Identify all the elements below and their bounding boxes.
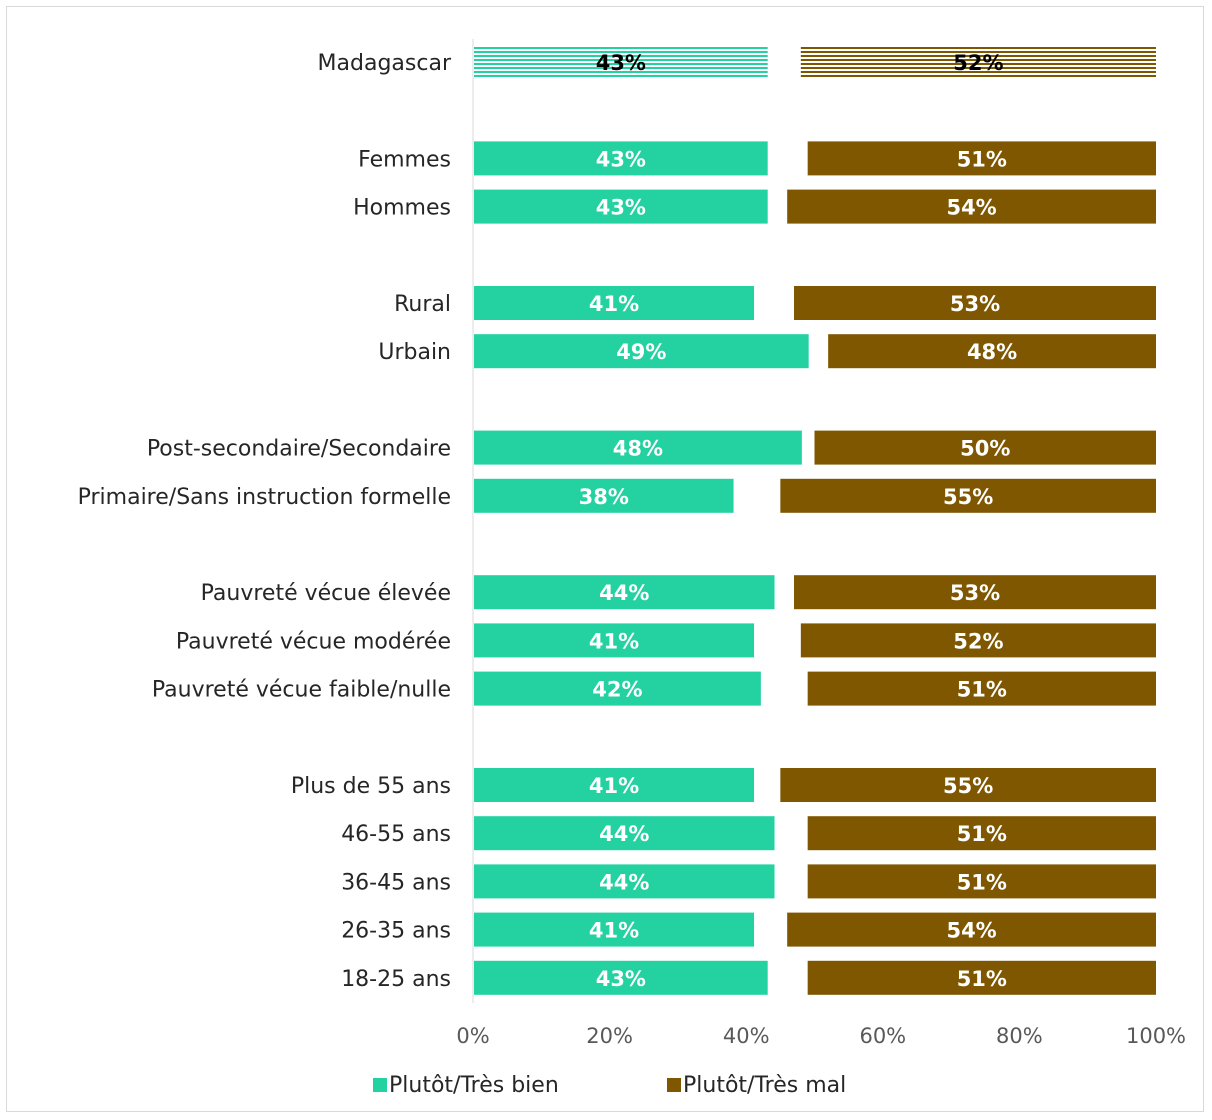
bar-bien-pauvrete-vecue-faible-nulle xyxy=(474,671,761,706)
bar-mal-36-45-ans xyxy=(807,864,1156,899)
bar-mal-femmes xyxy=(807,141,1156,176)
diverging-bar-chart: 43% 52% 43% 51% 43% 54% 41% 53% 49% 48% 48% 50% 38% 5… xyxy=(78,39,1186,1098)
bar-bien-pauvrete-vecue-moderee xyxy=(474,623,755,658)
bar-mal-pauvrete-vecue-faible-nulle xyxy=(807,671,1156,706)
x-tick-label: 0% xyxy=(456,1024,489,1048)
value-label-bien-pauvrete-vecue-elevee: 44% xyxy=(599,581,649,605)
x-axis-ticks: 0% 20% 40% 60% 80% 100% xyxy=(456,1024,1186,1048)
value-label-mal-urbain: 48% xyxy=(967,340,1017,364)
x-tick-label: 80% xyxy=(996,1024,1043,1048)
bar-bien-18-25-ans xyxy=(474,960,768,995)
bar-bien-rural xyxy=(474,286,755,320)
bar-bien-madagascar xyxy=(474,45,768,79)
value-label-mal-post-secondaire-secondaire: 50% xyxy=(960,437,1010,461)
legend-swatch-mal xyxy=(667,1078,681,1092)
category-label-femmes: Femmes xyxy=(358,147,451,172)
legend-swatch-bien xyxy=(373,1078,387,1092)
value-label-bien-plus-de-55-ans: 41% xyxy=(589,774,639,798)
value-label-bien-hommes: 43% xyxy=(596,196,646,220)
category-label-madagascar: Madagascar xyxy=(318,51,452,76)
category-label-primaire-sans-instruction-formelle: Primaire/Sans instruction formelle xyxy=(78,485,451,510)
category-label-pauvrete-vecue-moderee: Pauvreté vécue modérée xyxy=(176,629,451,654)
category-label-post-secondaire-secondaire: Post-secondaire/Secondaire xyxy=(147,437,451,462)
value-label-mal-pauvrete-vecue-elevee: 53% xyxy=(950,581,1000,605)
bar-mal-pauvrete-vecue-elevee xyxy=(794,575,1156,610)
bar-bien-46-55-ans xyxy=(474,816,775,851)
bar-bien-pauvrete-vecue-elevee xyxy=(474,575,775,610)
bar-mal-madagascar xyxy=(800,45,1156,79)
bar-bien-36-45-ans xyxy=(474,864,775,899)
value-label-bien-26-35-ans: 41% xyxy=(589,919,639,943)
bar-mal-pauvrete-vecue-moderee xyxy=(800,623,1156,658)
value-label-bien-femmes: 43% xyxy=(596,147,646,171)
value-label-bien-urbain: 49% xyxy=(616,340,666,364)
bar-bien-primaire-sans-instruction-formelle xyxy=(474,478,734,513)
value-label-mal-26-35-ans: 54% xyxy=(946,919,996,943)
bar-mal-post-secondaire-secondaire xyxy=(814,430,1156,465)
bar-mal-46-55-ans xyxy=(807,816,1156,851)
category-label-pauvrete-vecue-faible-nulle: Pauvreté vécue faible/nulle xyxy=(152,678,451,703)
value-label-mal-madagascar: 52% xyxy=(953,51,1003,75)
bar-mal-plus-de-55-ans xyxy=(780,768,1156,802)
bar-mal-18-25-ans xyxy=(807,960,1156,995)
value-label-bien-post-secondaire-secondaire: 48% xyxy=(613,437,663,461)
legend-label-bien: Plutôt/Très bien xyxy=(389,1073,559,1098)
category-label-46-55-ans: 46-55 ans xyxy=(341,822,451,847)
bar-bien-hommes xyxy=(474,189,768,224)
category-label-36-45-ans: 36-45 ans xyxy=(341,870,451,895)
category-label-plus-de-55-ans: Plus de 55 ans xyxy=(291,774,451,799)
category-label-urbain: Urbain xyxy=(378,340,451,365)
x-tick-label: 60% xyxy=(859,1024,906,1048)
value-label-mal-femmes: 51% xyxy=(957,147,1007,171)
category-label-pauvrete-vecue-elevee: Pauvreté vécue élevée xyxy=(201,581,451,606)
value-label-mal-46-55-ans: 51% xyxy=(957,822,1007,846)
value-label-mal-rural: 53% xyxy=(950,292,1000,316)
value-label-bien-46-55-ans: 44% xyxy=(599,822,649,846)
value-label-mal-primaire-sans-instruction-formelle: 55% xyxy=(943,485,993,509)
value-label-mal-plus-de-55-ans: 55% xyxy=(943,774,993,798)
value-label-mal-hommes: 54% xyxy=(946,196,996,220)
bar-bien-urbain xyxy=(474,334,809,369)
chart-frame: 43% 52% 43% 51% 43% 54% 41% 53% 49% 48% 48% 50% 38% 5… xyxy=(6,6,1204,1112)
value-label-mal-pauvrete-vecue-moderee: 52% xyxy=(953,629,1003,653)
value-label-bien-18-25-ans: 43% xyxy=(596,967,646,991)
bar-mal-urbain xyxy=(828,334,1156,369)
category-label-26-35-ans: 26-35 ans xyxy=(341,919,451,944)
category-labels: Madagascar Femmes Hommes Rural Urbain Post-se… xyxy=(78,51,452,992)
legend-label-mal: Plutôt/Très mal xyxy=(683,1073,846,1098)
bars-layer: 43% 52% 43% 51% 43% 54% 41% 53% 49% 48% 48% 50% 38% 5… xyxy=(474,45,1156,995)
category-label-hommes: Hommes xyxy=(353,196,451,221)
legend: Plutôt/Très bien Plutôt/Très mal xyxy=(373,1073,846,1098)
category-label-rural: Rural xyxy=(394,292,451,317)
value-label-bien-primaire-sans-instruction-formelle: 38% xyxy=(579,485,629,509)
value-label-mal-18-25-ans: 51% xyxy=(957,967,1007,991)
category-label-18-25-ans: 18-25 ans xyxy=(341,967,451,992)
x-tick-label: 100% xyxy=(1126,1024,1186,1048)
bar-bien-femmes xyxy=(474,141,768,176)
bar-mal-hommes xyxy=(787,189,1156,224)
value-label-mal-36-45-ans: 51% xyxy=(957,870,1007,894)
bar-mal-rural xyxy=(794,286,1156,320)
x-tick-label: 40% xyxy=(723,1024,770,1048)
value-label-bien-pauvrete-vecue-moderee: 41% xyxy=(589,629,639,653)
value-label-bien-36-45-ans: 44% xyxy=(599,870,649,894)
value-label-bien-pauvrete-vecue-faible-nulle: 42% xyxy=(592,678,642,702)
value-label-bien-rural: 41% xyxy=(589,292,639,316)
value-label-bien-madagascar: 43% xyxy=(596,51,646,75)
bar-bien-plus-de-55-ans xyxy=(474,768,755,802)
x-tick-label: 20% xyxy=(586,1024,633,1048)
bar-mal-26-35-ans xyxy=(787,912,1156,947)
bar-mal-primaire-sans-instruction-formelle xyxy=(780,478,1156,513)
bar-bien-post-secondaire-secondaire xyxy=(474,430,802,465)
bar-bien-26-35-ans xyxy=(474,912,755,947)
value-label-mal-pauvrete-vecue-faible-nulle: 51% xyxy=(957,678,1007,702)
